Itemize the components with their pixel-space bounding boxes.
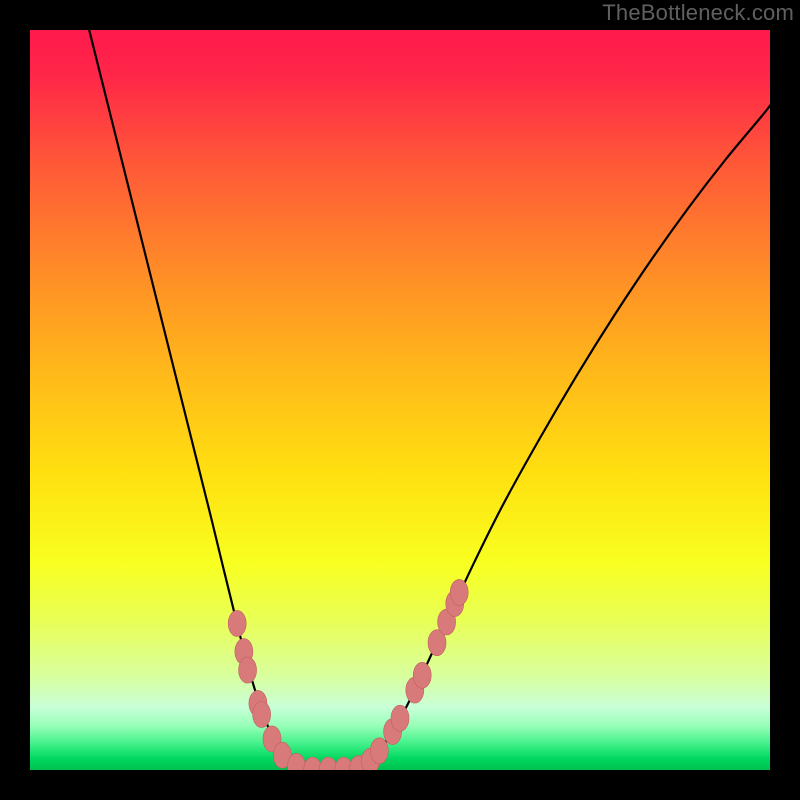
data-marker bbox=[239, 657, 257, 683]
data-marker bbox=[253, 702, 271, 728]
gradient-background bbox=[30, 30, 770, 770]
data-marker bbox=[370, 738, 388, 764]
data-marker bbox=[450, 579, 468, 605]
chart-svg bbox=[30, 30, 770, 770]
plot-area bbox=[30, 30, 770, 770]
data-marker bbox=[413, 662, 431, 688]
figure-frame: TheBottleneck.com bbox=[0, 0, 800, 800]
watermark-text: TheBottleneck.com bbox=[602, 0, 794, 26]
data-marker bbox=[228, 610, 246, 636]
data-marker bbox=[391, 705, 409, 731]
